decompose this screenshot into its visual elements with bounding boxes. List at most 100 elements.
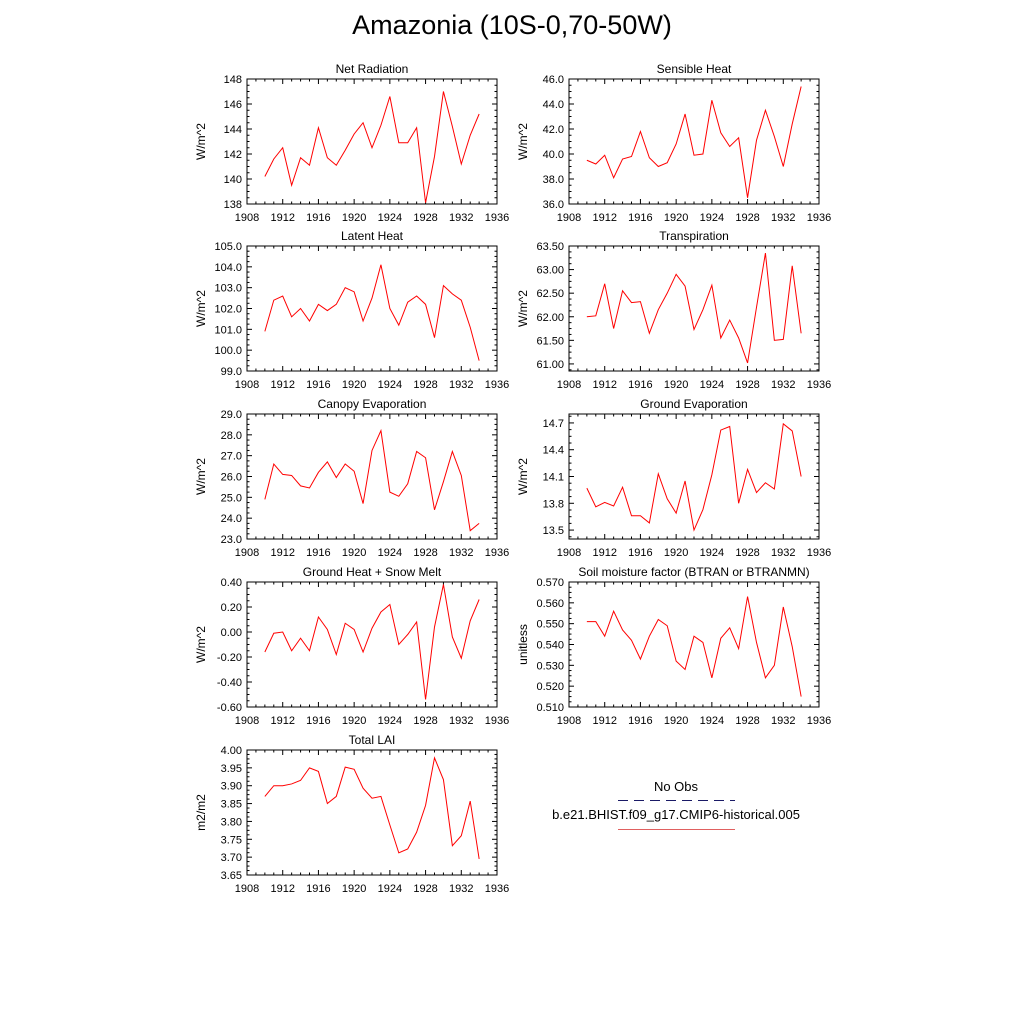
y-tick-label: 105.0 — [214, 241, 242, 253]
x-tick-label: 1916 — [306, 547, 330, 559]
y-axis-label: unitless — [516, 624, 530, 665]
y-tick-label: 24.0 — [221, 513, 242, 525]
y-tick-label: 104.0 — [214, 262, 242, 274]
panel-7: Ground Heat + Snow Melt 1908 1912 1916 1920 1… — [194, 565, 509, 727]
x-tick-label: 1908 — [235, 212, 259, 224]
panel-frame — [246, 245, 498, 372]
y-axis-label: m2/m2 — [194, 794, 208, 831]
y-tick-label: 29.0 — [221, 409, 242, 421]
x-tick-label: 1908 — [557, 715, 581, 727]
panel-title: Canopy Evaporation — [318, 397, 427, 411]
panel-title: Soil moisture factor (BTRAN or BTRANMN) — [578, 565, 809, 579]
x-tick-label: 1928 — [735, 715, 759, 727]
series-line — [586, 252, 802, 364]
x-tick-label: 1912 — [270, 212, 294, 224]
y-tick-label: 0.20 — [221, 602, 242, 614]
x-tick-label: 1928 — [413, 212, 437, 224]
series-line — [264, 91, 480, 203]
x-tick-label: 1932 — [771, 547, 795, 559]
x-tick-label: 1924 — [378, 212, 402, 224]
x-tick-label: 1908 — [235, 883, 259, 895]
y-tick-label: 0.570 — [536, 577, 564, 589]
y-tick-label: 102.0 — [214, 304, 242, 316]
panel-frame — [568, 413, 820, 540]
panel-frame — [568, 245, 820, 372]
panel-frame — [246, 413, 498, 540]
x-tick-label: 1924 — [378, 547, 402, 559]
panel-title: Ground Evaporation — [640, 397, 747, 411]
x-tick-label: 1932 — [771, 212, 795, 224]
series-line — [264, 756, 480, 860]
y-tick-label: 44.0 — [543, 99, 564, 111]
y-tick-label: 25.0 — [221, 492, 242, 504]
y-tick-label: 3.85 — [221, 799, 242, 811]
x-tick-label: 1928 — [413, 883, 437, 895]
y-tick-label: 42.0 — [543, 124, 564, 136]
y-tick-label: 103.0 — [214, 283, 242, 295]
y-tick-label: 62.00 — [536, 312, 564, 324]
y-tick-label: 3.80 — [221, 816, 242, 828]
panel-title: Total LAI — [349, 733, 396, 747]
series-line — [586, 422, 802, 532]
x-tick-label: 1912 — [592, 379, 616, 391]
panel-frame — [246, 78, 498, 205]
y-tick-label: 144 — [224, 124, 242, 136]
panel-title: Sensible Heat — [657, 62, 732, 76]
y-tick-label: 3.65 — [221, 870, 242, 882]
legend-entry-model-label: b.e21.BHIST.f09_g17.CMIP6-historical.005 — [552, 807, 800, 822]
y-tick-label: 3.75 — [221, 834, 242, 846]
x-tick-label: 1908 — [557, 212, 581, 224]
x-tick-label: 1932 — [449, 883, 473, 895]
panel-1: Net Radiation 1908 1912 1916 1920 1924 1928 193… — [194, 62, 509, 224]
y-axis-label: W/m^2 — [194, 290, 208, 327]
x-tick-label: 1936 — [485, 715, 509, 727]
x-tick-label: 1924 — [700, 379, 724, 391]
y-tick-label: 138 — [224, 199, 242, 211]
x-tick-label: 1932 — [771, 715, 795, 727]
x-tick-label: 1920 — [342, 715, 366, 727]
y-axis-label: W/m^2 — [516, 123, 530, 160]
x-tick-label: 1916 — [306, 883, 330, 895]
y-tick-label: 0.530 — [536, 660, 564, 672]
y-tick-label: 13.5 — [543, 525, 564, 537]
y-tick-label: 148 — [224, 74, 242, 86]
x-tick-label: 1936 — [807, 379, 831, 391]
x-tick-label: 1908 — [235, 547, 259, 559]
y-tick-label: 100.0 — [214, 345, 242, 357]
y-tick-label: 27.0 — [221, 451, 242, 463]
series-line — [264, 264, 480, 361]
panel-title: Latent Heat — [341, 229, 404, 243]
x-tick-label: 1932 — [771, 379, 795, 391]
y-axis-label: W/m^2 — [194, 458, 208, 495]
x-tick-label: 1912 — [592, 715, 616, 727]
y-tick-label: 146 — [224, 99, 242, 111]
x-tick-label: 1928 — [413, 547, 437, 559]
x-tick-label: 1932 — [449, 547, 473, 559]
x-tick-label: 1924 — [378, 379, 402, 391]
y-tick-label: 0.550 — [536, 619, 564, 631]
x-tick-label: 1916 — [628, 547, 652, 559]
x-tick-label: 1912 — [270, 379, 294, 391]
y-axis-label: W/m^2 — [194, 123, 208, 160]
x-tick-label: 1920 — [664, 547, 688, 559]
series-line — [264, 428, 480, 532]
x-tick-label: 1920 — [342, 883, 366, 895]
y-tick-label: 142 — [224, 149, 242, 161]
x-tick-label: 1912 — [270, 715, 294, 727]
x-tick-label: 1924 — [378, 715, 402, 727]
y-tick-label: 63.00 — [536, 265, 564, 277]
panel-title: Transpiration — [659, 229, 729, 243]
y-tick-label: 99.0 — [221, 366, 242, 378]
x-tick-label: 1920 — [664, 715, 688, 727]
y-tick-label: 0.540 — [536, 640, 564, 652]
y-tick-label: 0.560 — [536, 598, 564, 610]
x-tick-label: 1932 — [449, 379, 473, 391]
panel-8: Soil moisture factor (BTRAN or BTRANMN) 1… — [516, 565, 831, 727]
y-tick-label: 0.00 — [221, 627, 242, 639]
y-tick-label: 3.70 — [221, 852, 242, 864]
series-line — [586, 86, 802, 198]
legend-entry-obs-label: No Obs — [653, 779, 699, 794]
y-tick-label: 26.0 — [221, 472, 242, 484]
y-tick-label: 4.00 — [221, 745, 242, 757]
